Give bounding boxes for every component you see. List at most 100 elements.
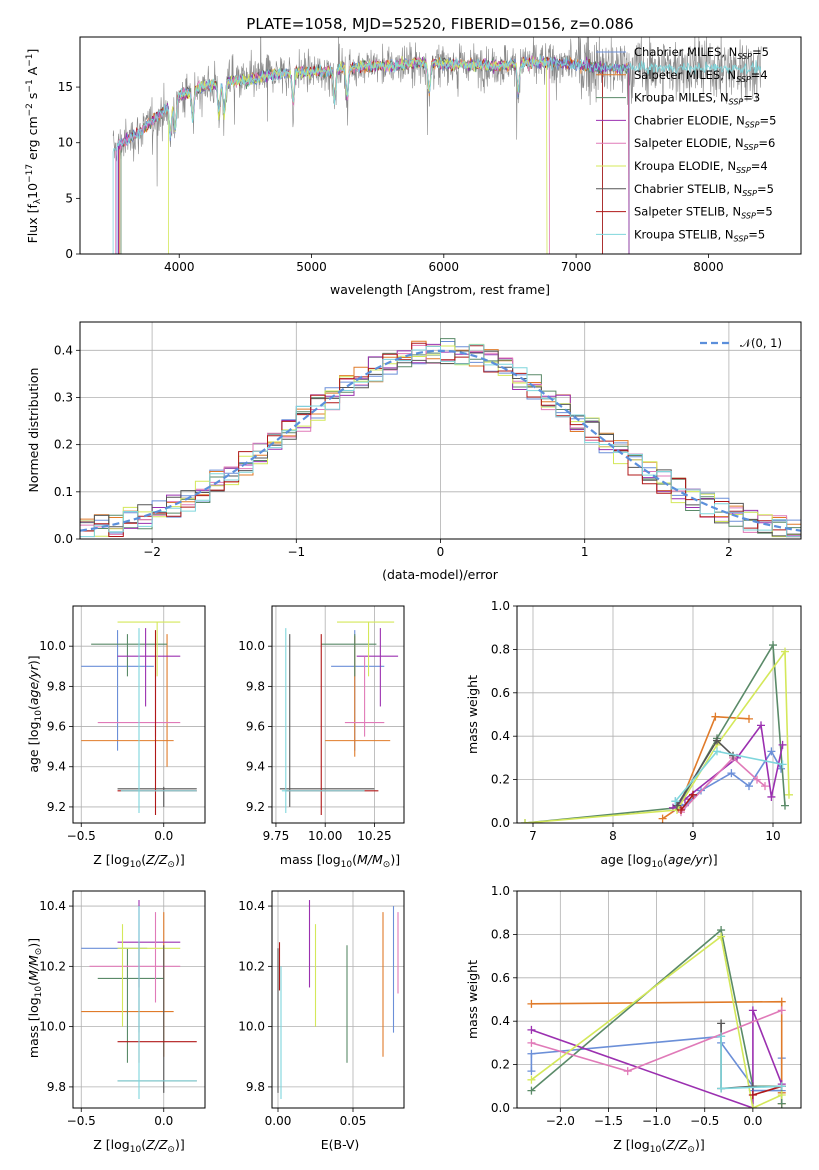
y-tick-label: 0.1 <box>54 485 73 499</box>
plot-frame <box>72 890 206 1109</box>
legend-entry-1: Salpeter MILES, NSSP=4 <box>634 68 768 84</box>
x-axis-label: mass [log10(M/M⊙)] <box>280 852 400 870</box>
weight-vs-age-panel: 7 8 9 10 0.0 0.2 0.4 0.6 0.8 1.0 age [log10(age/yr… <box>465 599 802 870</box>
x-tick-label: 0.0 <box>154 829 173 843</box>
weight-series-3 <box>531 1010 783 1108</box>
x-axis-label: Z [log10(Z/Z⊙)] <box>613 1137 704 1155</box>
y-tick-label: 0.6 <box>491 686 510 700</box>
weight-series-0 <box>530 1035 783 1092</box>
x-tick-label: 6000 <box>429 260 460 274</box>
y-tick-label: 10.0 <box>39 1020 66 1034</box>
histogram-series-6 <box>80 350 801 538</box>
x-axis-label: wavelength [Angstrom, rest frame] <box>330 282 550 297</box>
y-tick-label: 15 <box>58 80 73 94</box>
x-tick-label: −0.5 <box>690 1114 719 1128</box>
plot-area <box>112 37 762 254</box>
data-point-marker <box>713 736 721 745</box>
age-vs-mass-panel: 9.75 10.00 10.25 9.2 9.4 9.6 9.8 10.0 mass [log1… <box>238 605 405 870</box>
data-point-marker <box>527 1075 536 1084</box>
y-tick-label: 0.4 <box>491 729 510 743</box>
data-point-marker <box>527 1049 536 1058</box>
plot-area <box>81 900 197 1099</box>
plot-area <box>527 926 786 1108</box>
x-tick-label: 4000 <box>164 260 195 274</box>
x-tick-label: 10 <box>765 829 780 843</box>
data-point-marker <box>717 1084 726 1093</box>
weight-series-2 <box>524 642 786 823</box>
y-axis-label: mass weight <box>465 960 480 1039</box>
legend-entry-2: Kroupa MILES, NSSP=3 <box>634 91 760 107</box>
data-point-marker <box>671 797 680 806</box>
plot-frame <box>79 321 802 540</box>
y-tick-label: 0.6 <box>491 971 510 985</box>
x-tick-label: 7000 <box>561 260 592 274</box>
x-tick-label: −0.5 <box>67 1114 96 1128</box>
x-tick-label: 1 <box>581 545 589 559</box>
y-tick-label: 9.2 <box>246 800 265 814</box>
data-point-marker <box>673 801 681 810</box>
y-tick-label: 0.8 <box>491 927 510 941</box>
y-tick-label: 0.3 <box>54 390 73 404</box>
legend-entry-4: Salpeter ELODIE, NSSP=6 <box>634 136 775 152</box>
data-point-marker <box>767 792 776 801</box>
data-point-marker <box>527 1038 536 1047</box>
y-tick-label: 0.0 <box>491 1101 510 1115</box>
y-tick-label: 5 <box>65 191 73 205</box>
plot-frame <box>516 890 802 1109</box>
weight-series-5 <box>530 935 783 1108</box>
weight-vs-metallicity-panel: −2.0 −1.5 −1.0 −0.5 0.0 0.0 0.2 0.4 0.6 0.8 1.0 Z [… <box>465 884 802 1155</box>
plot-area <box>521 641 793 823</box>
data-point-marker <box>745 782 753 791</box>
data-point-marker <box>777 1006 786 1015</box>
y-tick-label: 0.4 <box>491 1014 510 1028</box>
y-tick-label: 9.8 <box>246 1080 265 1094</box>
y-tick-label: 10.0 <box>238 1020 265 1034</box>
y-axis-label: mass weight <box>465 675 480 754</box>
y-tick-label: 0.8 <box>491 642 510 656</box>
x-tick-label: −2.0 <box>546 1114 575 1128</box>
x-tick-label: 5000 <box>296 260 327 274</box>
legend-entry-5: Kroupa ELODIE, NSSP=4 <box>634 159 768 175</box>
data-point-marker <box>527 1025 536 1034</box>
x-axis-label: age [log10(age/yr)] <box>600 852 717 870</box>
legend-entry: 𝒩(0, 1) <box>740 336 782 350</box>
x-tick-label: 10.25 <box>357 829 391 843</box>
model-spectrum-series-6 <box>118 55 603 254</box>
data-point-marker <box>527 1086 536 1095</box>
x-tick-label: 9.75 <box>263 829 290 843</box>
y-tick-label: 10.2 <box>39 959 66 973</box>
y-tick-label: 10.0 <box>238 639 265 653</box>
y-tick-label: 0 <box>65 247 73 261</box>
x-tick-label: 2 <box>725 545 733 559</box>
y-axis-label: mass [log10(M/M⊙)] <box>26 938 44 1058</box>
data-point-marker <box>748 1090 757 1099</box>
data-point-marker <box>748 1006 757 1015</box>
data-point-marker <box>778 760 787 769</box>
data-point-marker <box>781 801 789 810</box>
y-tick-label: 10.2 <box>238 959 265 973</box>
y-axis-label: Flux [fλ10−17 erg cm−2 s−1 A−1] <box>25 49 43 244</box>
y-tick-label: 9.2 <box>47 800 66 814</box>
data-point-marker <box>717 1032 726 1041</box>
data-point-marker <box>521 819 529 823</box>
model-spectrum-series-0 <box>116 56 630 254</box>
legend-entry-6: Chabrier STELIB, NSSP=5 <box>634 182 774 198</box>
data-point-marker <box>757 721 765 730</box>
x-tick-label: 0.0 <box>154 1114 173 1128</box>
y-tick-label: 10.4 <box>238 899 265 913</box>
data-point-marker <box>658 814 667 823</box>
data-point-marker <box>727 769 736 778</box>
y-tick-label: 0.2 <box>491 773 510 787</box>
plot-area <box>81 621 197 815</box>
y-tick-label: 10 <box>58 136 73 150</box>
data-point-marker <box>777 1099 786 1108</box>
x-tick-label: 8000 <box>693 260 724 274</box>
data-point-marker <box>745 714 753 723</box>
age-vs-metallicity-panel: −0.5 0.0 9.2 9.4 9.6 9.8 10.0 Z [log10(Z/Z⊙)] ag… <box>26 605 206 870</box>
data-point-marker <box>623 1067 632 1076</box>
data-point-marker <box>781 647 789 656</box>
legend-entry-8: Kroupa STELIB, NSSP=5 <box>634 227 765 243</box>
normal-reference-curve <box>80 349 801 532</box>
model-spectrum-series-8 <box>112 55 762 254</box>
